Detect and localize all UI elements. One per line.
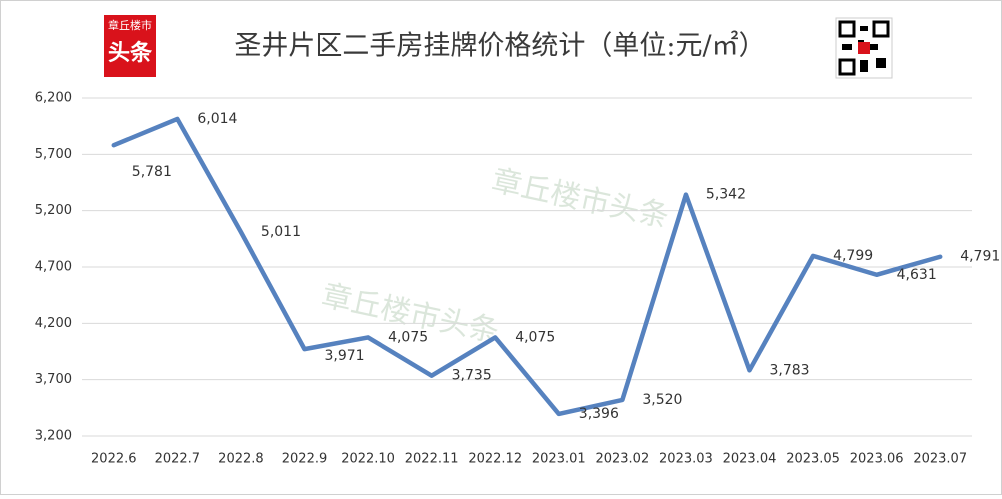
x-tick-label: 2023.02 xyxy=(595,452,649,467)
logo: 章丘楼市 头条 xyxy=(104,15,156,77)
data-label: 3,396 xyxy=(579,406,619,422)
x-tick-label: 2022.8 xyxy=(218,452,264,467)
x-tick-label: 2023.01 xyxy=(532,452,586,467)
data-label: 5,342 xyxy=(706,187,746,203)
x-tick-label: 2022.6 xyxy=(91,452,137,467)
chart-title: 圣井片区二手房挂牌价格统计（单位:元/㎡） xyxy=(234,31,765,62)
logo-main: 头条 xyxy=(108,40,153,66)
x-tick-label: 2022.7 xyxy=(155,452,201,467)
data-label: 4,075 xyxy=(388,329,428,345)
x-tick-label: 2023.07 xyxy=(913,452,967,467)
data-label: 4,631 xyxy=(897,267,937,283)
data-label: 3,735 xyxy=(452,368,492,384)
y-tick-label: 6,200 xyxy=(35,91,72,106)
y-tick-label: 3,700 xyxy=(35,372,72,387)
data-label: 4,791 xyxy=(960,249,1000,265)
y-tick-label: 5,700 xyxy=(35,147,72,162)
x-tick-label: 2022.12 xyxy=(468,452,522,467)
data-label: 5,781 xyxy=(132,164,172,180)
x-tick-label: 2022.10 xyxy=(341,452,395,467)
x-tick-label: 2022.11 xyxy=(405,452,459,467)
qr-code xyxy=(835,17,893,79)
x-tick-label: 2023.04 xyxy=(723,452,777,467)
x-tick-label: 2022.9 xyxy=(282,452,328,467)
data-label: 4,075 xyxy=(515,329,555,345)
data-label: 6,014 xyxy=(197,111,237,127)
logo-top: 章丘楼市 xyxy=(108,18,152,32)
x-tick-label: 2023.03 xyxy=(659,452,713,467)
data-label: 4,799 xyxy=(833,248,873,264)
data-label: 3,520 xyxy=(642,392,682,408)
y-tick-label: 4,200 xyxy=(35,316,72,331)
y-tick-label: 4,700 xyxy=(35,260,72,275)
y-tick-label: 3,200 xyxy=(35,429,72,444)
data-label: 3,971 xyxy=(325,348,365,364)
line xyxy=(111,116,943,417)
x-tick-label: 2023.05 xyxy=(786,452,840,467)
x-tick-label: 2023.06 xyxy=(850,452,904,467)
logo-box xyxy=(104,15,156,77)
y-tick-label: 5,200 xyxy=(35,203,72,218)
data-label: 5,011 xyxy=(261,224,301,240)
data-label: 3,783 xyxy=(770,362,810,378)
